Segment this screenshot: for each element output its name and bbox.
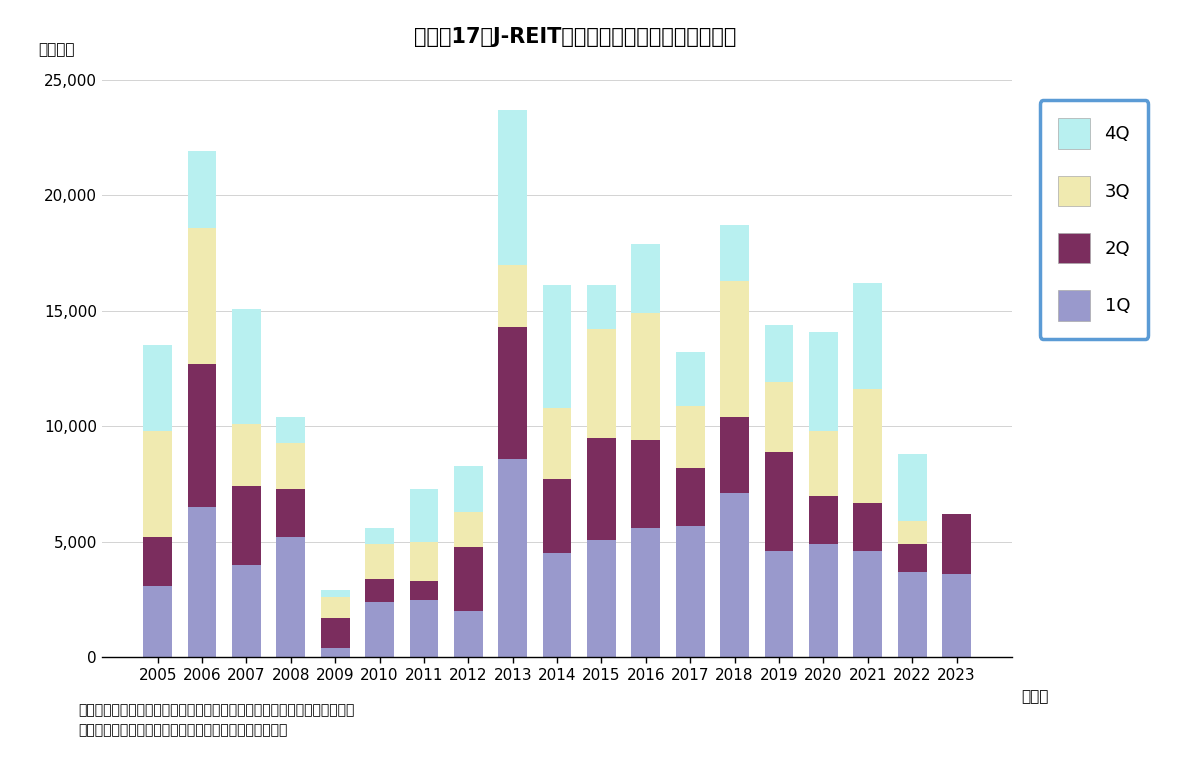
Bar [543, 286, 571, 408]
Bar [277, 537, 305, 657]
Bar [543, 480, 571, 553]
Bar [188, 507, 217, 657]
Bar [853, 502, 882, 551]
Bar [277, 489, 305, 537]
Bar [410, 581, 438, 600]
Bar [720, 280, 749, 417]
Bar [410, 600, 438, 657]
Bar [587, 438, 616, 540]
Bar [853, 389, 882, 502]
Bar [188, 228, 217, 364]
Bar [809, 496, 837, 544]
Text: （年）: （年） [1022, 689, 1048, 705]
Bar [232, 565, 261, 657]
Bar [410, 489, 438, 542]
Bar [454, 611, 483, 657]
Bar [454, 511, 483, 546]
Bar [232, 424, 261, 486]
Bar [321, 591, 350, 597]
Text: 図表－17　J-REITによる物件取得額（四半期毎）: 図表－17 J-REITによる物件取得額（四半期毎） [413, 27, 737, 46]
Bar [188, 151, 217, 228]
Bar [321, 597, 350, 618]
Bar [144, 537, 173, 586]
Text: （注）引渡しベース。新規上場以前の取得物件は上場日に取得したと想定: （注）引渡しベース。新規上場以前の取得物件は上場日に取得したと想定 [78, 703, 355, 717]
Bar [587, 329, 616, 438]
Bar [498, 264, 527, 327]
Bar [277, 442, 305, 489]
Bar [676, 406, 704, 468]
Bar [764, 551, 793, 657]
Bar [498, 459, 527, 657]
Bar [720, 417, 749, 493]
Bar [321, 618, 350, 648]
Bar [498, 110, 527, 264]
Bar [631, 440, 660, 528]
Bar [365, 579, 394, 602]
Bar [454, 546, 483, 611]
Bar [631, 313, 660, 440]
Bar [365, 528, 394, 544]
Bar [232, 309, 261, 424]
Bar [631, 528, 660, 657]
Bar [543, 553, 571, 657]
Bar [410, 542, 438, 581]
Bar [720, 226, 749, 280]
Bar [897, 521, 926, 544]
Bar [144, 586, 173, 657]
Bar [897, 544, 926, 572]
Bar [543, 408, 571, 480]
Bar [897, 572, 926, 657]
Text: （億円）: （億円） [38, 42, 74, 57]
Bar [277, 417, 305, 442]
Bar [897, 454, 926, 521]
Legend: 4Q, 3Q, 2Q, 1Q: 4Q, 3Q, 2Q, 1Q [1040, 100, 1148, 339]
Bar [942, 575, 970, 657]
Bar [764, 325, 793, 382]
Bar [764, 382, 793, 451]
Bar [144, 346, 173, 431]
Bar [587, 286, 616, 329]
Bar [720, 493, 749, 657]
Bar [676, 468, 704, 526]
Bar [942, 515, 970, 575]
Bar [454, 466, 483, 511]
Bar [365, 602, 394, 657]
Bar [853, 283, 882, 389]
Bar [853, 551, 882, 657]
Bar [809, 544, 837, 657]
Bar [676, 353, 704, 406]
Bar [631, 244, 660, 313]
Bar [587, 540, 616, 657]
Text: （出所）開示データをもとにニッセイ基礎研究所が作成: （出所）開示データをもとにニッセイ基礎研究所が作成 [78, 724, 288, 737]
Bar [188, 364, 217, 507]
Bar [144, 431, 173, 537]
Bar [676, 526, 704, 657]
Bar [809, 331, 837, 431]
Bar [498, 327, 527, 459]
Bar [809, 431, 837, 496]
Bar [321, 648, 350, 657]
Bar [365, 544, 394, 579]
Bar [764, 451, 793, 551]
Bar [232, 486, 261, 565]
